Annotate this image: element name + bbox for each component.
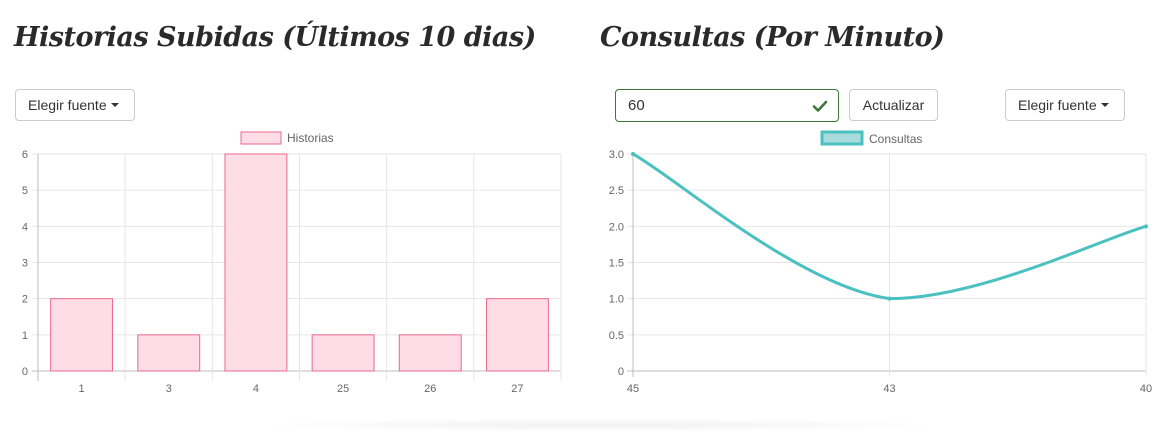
update-button[interactable]: Actualizar [849, 89, 938, 121]
legend: Consultas [820, 130, 922, 146]
y-tick-label: 1.5 [609, 258, 624, 270]
bar-chart: Historias 0 1 2 3 4 5 6 1 3 4 25 26 27 [22, 131, 562, 395]
interval-input[interactable] [616, 90, 810, 121]
data-point-40[interactable] [1144, 224, 1148, 229]
y-tick-label: 5 [22, 185, 28, 197]
caret-down-icon [1100, 103, 1109, 107]
x-tick-label: 40 [1140, 383, 1152, 395]
left-source-dropdown-button[interactable]: Elegir fuente [15, 89, 135, 121]
x-tick-label: 27 [511, 383, 523, 395]
y-tick-label: 0.5 [609, 330, 624, 342]
x-tick-label: 4 [253, 383, 259, 395]
data-point-45[interactable] [631, 152, 635, 156]
x-tick-label: 3 [166, 383, 172, 395]
y-tick-label: 1 [22, 330, 28, 342]
right-source-button-label: Elegir fuente [1018, 97, 1097, 113]
y-tick-label: 0 [22, 366, 28, 378]
bar-4[interactable] [224, 153, 288, 372]
bar-26[interactable] [398, 334, 462, 372]
right-chart-title: Consultas (Por Minuto) [600, 22, 945, 53]
bar-27[interactable] [485, 298, 549, 372]
footer-shadow [250, 418, 950, 432]
bar-25[interactable] [311, 334, 375, 372]
x-tick-label: 45 [627, 383, 639, 395]
caret-down-icon [110, 103, 119, 107]
left-chart-title: Historias Subidas (Últimos 10 dias) [14, 22, 536, 53]
check-icon [812, 100, 828, 112]
y-tick-label: 2.5 [609, 185, 624, 197]
y-tick-label: 4 [22, 221, 28, 233]
y-tick-label: 1.0 [609, 294, 624, 306]
y-tick-label: 0 [618, 366, 624, 378]
y-tick-label: 6 [22, 149, 28, 161]
interval-field[interactable] [615, 89, 839, 122]
y-tick-label: 3.0 [609, 149, 624, 161]
bar-1[interactable] [50, 298, 114, 372]
y-tick-label: 2 [22, 294, 28, 306]
y-tick-label: 2.0 [609, 221, 624, 233]
x-tick-label: 43 [883, 383, 895, 395]
legend-label-historias: Historias [287, 131, 334, 145]
right-source-dropdown-button[interactable]: Elegir fuente [1005, 89, 1125, 121]
x-tick-label: 25 [337, 383, 349, 395]
legend-swatch-historias [240, 131, 282, 145]
legend-label-consultas: Consultas [869, 132, 922, 146]
legend: Historias [240, 131, 334, 145]
legend-swatch-consultas [820, 130, 864, 146]
line-chart: Consultas 0 0.5 1.0 1.5 2.0 2.5 3.0 45 43 40 [609, 130, 1152, 395]
x-tick-label: 26 [424, 383, 436, 395]
x-tick-label: 1 [79, 383, 85, 395]
bar-3[interactable] [137, 334, 201, 372]
update-button-label: Actualizar [862, 97, 925, 113]
data-point-43[interactable] [887, 296, 892, 301]
y-tick-label: 3 [22, 258, 28, 270]
left-source-button-label: Elegir fuente [28, 97, 107, 113]
